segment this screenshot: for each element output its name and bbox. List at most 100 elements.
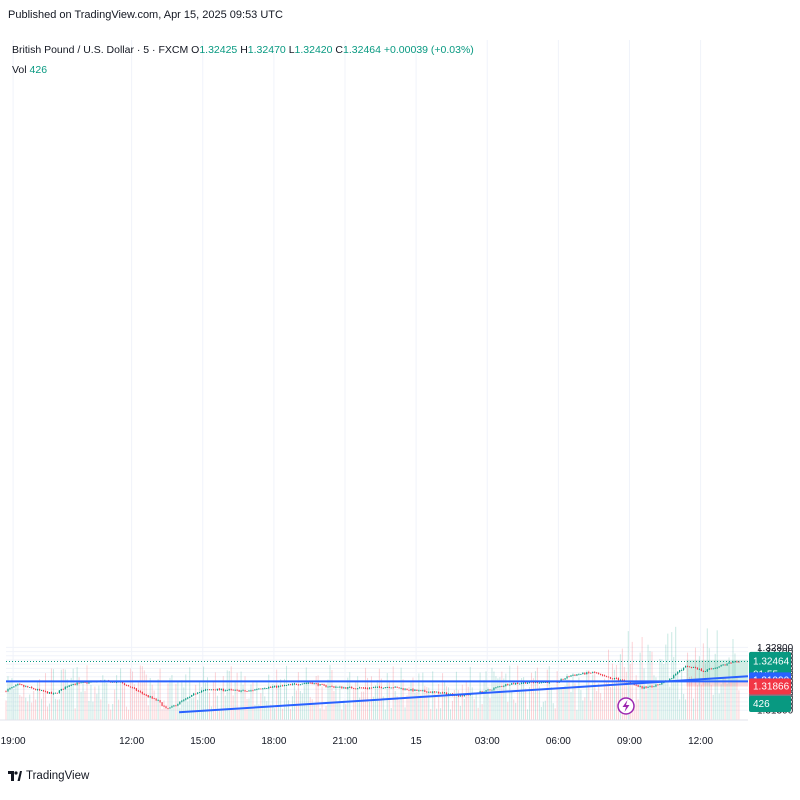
volume-bar [509, 665, 511, 720]
volume-bar [378, 668, 380, 720]
candle-body [659, 684, 661, 686]
candle-body [732, 661, 734, 664]
volume-bar [88, 701, 90, 720]
candle-body [345, 687, 347, 689]
volume-bar [187, 701, 189, 720]
volume-bar [448, 687, 450, 720]
volume-bar [406, 695, 408, 720]
volume-bar [594, 672, 596, 720]
candle-body [495, 687, 497, 689]
volume-bar [698, 656, 700, 720]
drawings[interactable] [6, 660, 749, 714]
ascending-trendline [178, 675, 749, 714]
volume-bar [155, 699, 157, 720]
volume-bar [193, 697, 195, 720]
volume-bar [619, 654, 621, 720]
candle-body [521, 683, 523, 684]
volume-bar [554, 708, 556, 720]
brand-name: TradingView [26, 770, 90, 782]
volume-bar [351, 709, 353, 720]
volume-bar [226, 670, 228, 720]
candle-body [692, 667, 695, 668]
candle-body [27, 686, 29, 688]
volume-bar [197, 699, 199, 720]
volume-bar [574, 683, 576, 720]
candle-body [234, 689, 236, 691]
volume-bar [689, 676, 691, 720]
candle-body [724, 664, 726, 666]
volume-bar [183, 687, 185, 720]
volume-bar [224, 695, 226, 720]
candle-body [394, 686, 396, 688]
footer-brand[interactable]: TradingView [8, 770, 89, 782]
volume-bar [110, 709, 112, 720]
candle-body [396, 686, 398, 688]
volume-bar [347, 677, 349, 720]
candle-body [459, 695, 461, 697]
volume-bar [732, 638, 734, 720]
time-axis[interactable]: 19:00 12:00 15:00 18:00 21:00 15 03:00 06:00 09:… [1, 736, 714, 747]
volume-bar [604, 678, 606, 720]
volume-bar [131, 671, 133, 720]
candle-body [46, 691, 49, 694]
candle-body [252, 690, 254, 692]
volume-bar [424, 685, 426, 720]
volume-bar [74, 708, 76, 720]
flash-icon[interactable] [617, 697, 635, 715]
target-zone [686, 659, 748, 682]
volume-bar [505, 673, 507, 720]
volume-bar [315, 675, 317, 720]
candle-body [428, 691, 430, 693]
candle-body [400, 688, 402, 690]
candle-body [368, 687, 371, 689]
volume-bar [268, 674, 270, 720]
volume-bar [258, 704, 260, 720]
volume-bar [39, 678, 41, 720]
candle-body [339, 686, 341, 688]
publish-info: Published on TradingView.com, Apr 15, 20… [8, 9, 283, 21]
volume-bar [426, 686, 428, 720]
candle-body [404, 688, 406, 690]
candle-body [135, 688, 137, 691]
symbol-name[interactable]: British Pound / U.S. Dollar · 5 · FXCM [12, 44, 189, 56]
candle-body [226, 690, 228, 691]
candle-body [736, 661, 738, 663]
volume-bar [54, 698, 56, 720]
candle-body [434, 691, 436, 693]
volume-bar [78, 677, 80, 720]
volume-bar [716, 630, 718, 720]
candle-body [301, 683, 303, 685]
volume-bar [384, 709, 386, 720]
volume-bar [588, 670, 590, 720]
volume-bar [710, 684, 712, 720]
volume-bar [501, 671, 503, 720]
candle-body [82, 682, 84, 684]
candle-body [360, 687, 363, 689]
candle-body [568, 676, 570, 678]
volume-bar [250, 684, 252, 720]
candle-body [37, 689, 39, 691]
candle-body [607, 676, 610, 678]
volume-bar [163, 700, 165, 720]
volume-label: Vol [12, 64, 27, 76]
volume-bar [66, 679, 68, 720]
candle-body [353, 688, 355, 689]
candle-body [216, 688, 218, 691]
long-position-tool[interactable] [686, 659, 748, 687]
candle-body [588, 672, 590, 674]
volume-bar [475, 694, 477, 720]
candle-body [570, 675, 572, 677]
candle-body [669, 679, 671, 681]
volume-bar [556, 671, 558, 720]
time-tick-label: 12:00 [688, 736, 713, 747]
volume-bar [408, 687, 410, 720]
volume-bar [301, 693, 303, 720]
candle-body [319, 684, 321, 686]
volume-bar [287, 700, 289, 720]
volume-bar [582, 700, 584, 720]
candle-body [655, 684, 657, 687]
volume-bar [353, 686, 355, 720]
volume-bar [637, 699, 639, 720]
volume-bar [195, 684, 197, 720]
